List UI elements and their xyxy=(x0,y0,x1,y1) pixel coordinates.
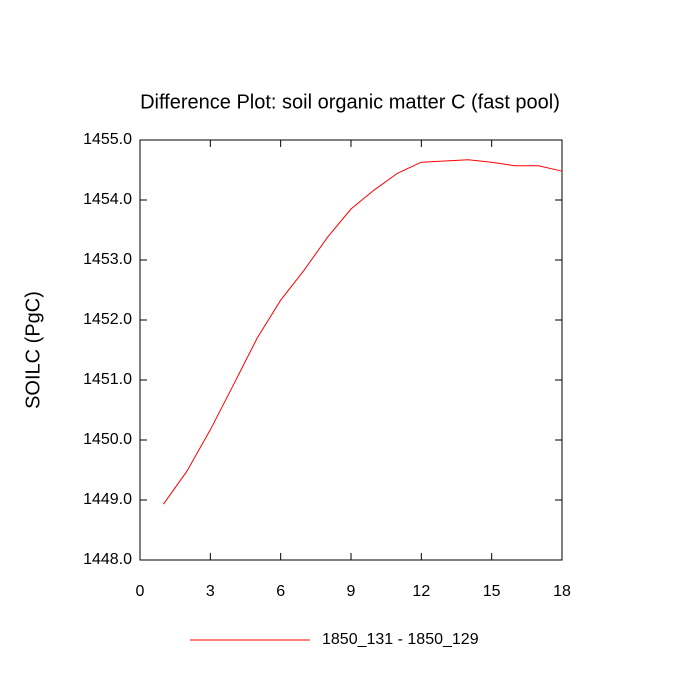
x-tick-label: 3 xyxy=(206,583,215,600)
y-tick-label: 1453.0 xyxy=(83,251,132,268)
chart-title: Difference Plot: soil organic matter C (… xyxy=(140,91,560,113)
legend-label: 1850_131 - 1850_129 xyxy=(322,631,479,648)
y-axis-label: SOILC (PgC) xyxy=(22,291,44,409)
x-tick-label: 0 xyxy=(136,583,145,600)
y-tick-label: 1448.0 xyxy=(83,551,132,568)
y-tick-label: 1451.0 xyxy=(83,371,132,388)
x-tick-label: 12 xyxy=(412,583,430,600)
y-tick-label: 1452.0 xyxy=(83,311,132,328)
x-tick-label: 6 xyxy=(276,583,285,600)
y-tick-label: 1449.0 xyxy=(83,491,132,508)
data-line xyxy=(163,159,563,505)
plot-frame xyxy=(139,139,563,561)
y-tick-label: 1450.0 xyxy=(83,431,132,448)
x-tick-label: 9 xyxy=(347,583,356,600)
x-tick-label: 15 xyxy=(483,583,501,600)
y-tick-label: 1455.0 xyxy=(83,131,132,148)
x-tick-label: 18 xyxy=(553,583,571,600)
y-tick-label: 1454.0 xyxy=(83,191,132,208)
